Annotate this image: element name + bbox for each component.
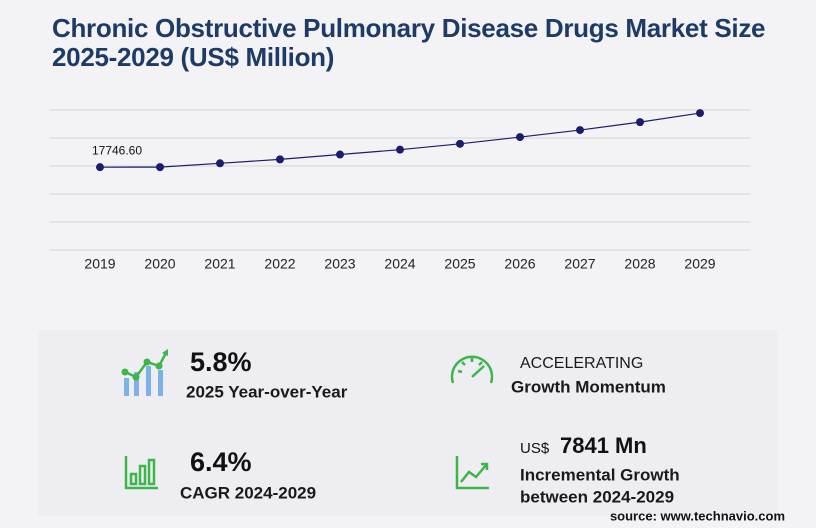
incremental-currency: US$ bbox=[520, 440, 550, 457]
source: source: www.technavio.com bbox=[610, 508, 785, 523]
x-tick-label: 2028 bbox=[624, 256, 655, 272]
momentum-label: Growth Momentum bbox=[511, 377, 666, 396]
x-tick-label: 2021 bbox=[204, 256, 235, 272]
point bbox=[276, 155, 284, 164]
point bbox=[456, 139, 464, 148]
point bbox=[696, 109, 704, 118]
point bbox=[96, 163, 104, 172]
yoy-icon bbox=[121, 349, 168, 396]
point bbox=[396, 145, 404, 154]
x-tick-label: 2026 bbox=[504, 256, 535, 272]
x-tick-label: 2019 bbox=[84, 256, 115, 272]
point bbox=[636, 118, 644, 127]
x-tick-label: 2020 bbox=[144, 256, 175, 272]
x-tick-label: 2024 bbox=[384, 256, 415, 272]
cagr-value: 6.4% bbox=[190, 447, 252, 477]
cagr-icon bbox=[124, 456, 158, 490]
incremental-value: 7841 Mn bbox=[560, 433, 647, 458]
x-tick-label: 2025 bbox=[444, 256, 475, 272]
x-tick-label: 2029 bbox=[684, 256, 715, 272]
x-tick-label: 2022 bbox=[264, 256, 295, 272]
incremental-period: between 2024-2029 bbox=[520, 487, 674, 506]
yoy-value: 5.8% bbox=[190, 347, 252, 377]
point bbox=[156, 163, 164, 172]
momentum-value: ACCELERATING bbox=[520, 355, 643, 372]
cagr-label: CAGR 2024-2029 bbox=[180, 483, 316, 502]
chart-title: Chronic Obstructive Pulmonary Disease Dr… bbox=[52, 13, 766, 72]
line bbox=[99, 112, 701, 168]
yoy-label: 2025 Year-over-Year bbox=[186, 382, 348, 401]
point bbox=[336, 150, 344, 159]
x-tick-label: 2023 bbox=[324, 256, 355, 272]
incremental-icon bbox=[455, 456, 489, 490]
incremental-label: Incremental Growth bbox=[520, 465, 680, 484]
data-label: 17746.60 bbox=[92, 143, 142, 157]
x-tick-label: 2027 bbox=[564, 256, 595, 272]
momentum-icon bbox=[450, 355, 494, 384]
point bbox=[516, 133, 524, 142]
point bbox=[216, 159, 224, 168]
point bbox=[576, 126, 584, 135]
